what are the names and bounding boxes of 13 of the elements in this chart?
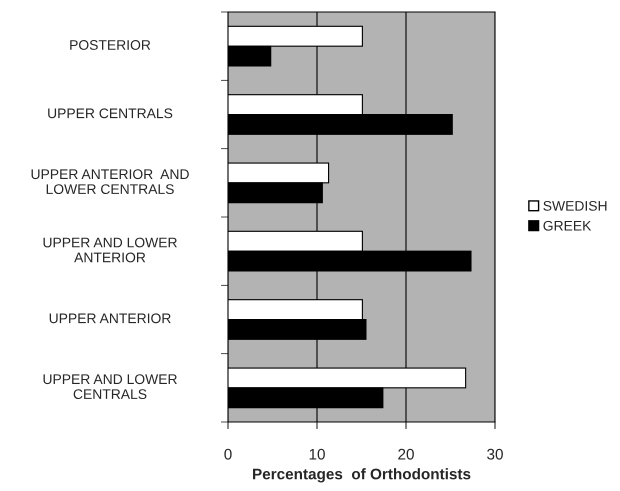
y-tick-label: UPPER ANTERIOR (50, 313, 171, 324)
y-tick-label: UPPER AND LOWER CENTRALS (44, 374, 177, 400)
x-tick-label: 20 (398, 448, 414, 460)
x-axis-title: Percentages of Orthodontists (253, 468, 470, 482)
x-tick-label: 10 (310, 448, 325, 460)
y-tick-label: UPPER AND LOWER ANTERIOR (44, 238, 177, 262)
x-tick-label: 0 (224, 448, 232, 460)
x-tick-label: 30 (487, 448, 503, 460)
y-tick-label: UPPER CENTRALS (48, 108, 172, 118)
y-tick-label: UPPER ANTERIOR AND LOWER CENTRALS (32, 169, 189, 194)
y-tick-label: POSTERIOR (70, 40, 150, 50)
legend-label: GREEK (543, 220, 592, 231)
legend-label: SWEDISH (543, 200, 606, 211)
